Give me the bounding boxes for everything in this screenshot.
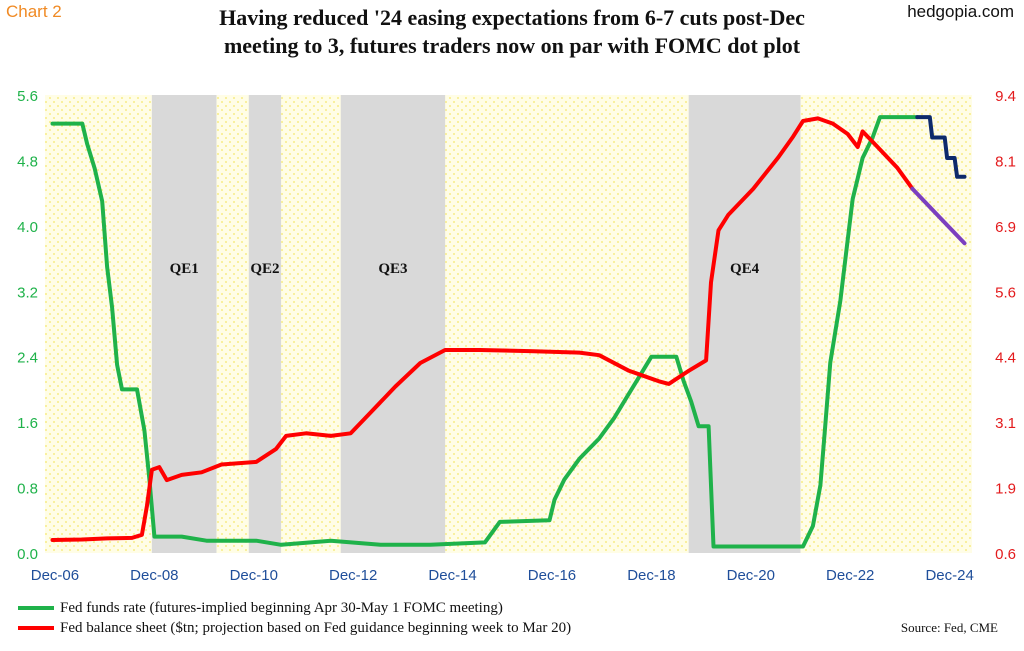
y-right-tick-label: 9.4 [995,88,1016,105]
shaded-period-label-qe4: QE4 [730,261,760,277]
x-tick-label: Dec-08 [130,567,178,584]
x-tick-label: Dec-20 [727,567,775,584]
shaded-period-qe2 [248,95,282,553]
x-tick-label: Dec-18 [627,567,675,584]
series-balance-projection-line [910,186,967,246]
y-left-tick-label: 0.0 [17,546,38,563]
qe-shaded-periods: QE1 QE2 QE3 QE4 [151,95,801,553]
x-tick-label: Dec-10 [230,567,278,584]
legend-label-balance-sheet: Fed balance sheet ($tn; projection based… [60,619,572,636]
shaded-period-qe1 [151,95,217,553]
x-tick-label: Dec-14 [428,567,476,584]
y-right-tick-label: 5.6 [995,284,1016,301]
site-label: hedgopia.com [907,2,1014,21]
source-note: Source: Fed, CME [900,620,998,635]
y-left-tick-label: 2.4 [17,350,38,367]
series-balance-sheet-line [50,116,915,542]
legend-item-balance-sheet: Fed balance sheet ($tn; projection based… [18,618,571,638]
series-futures-path-line [915,115,967,179]
legend-label-fed-funds: Fed funds rate (futures-implied beginnin… [60,599,503,616]
y-left-tick-label: 5.6 [17,88,38,105]
shaded-period-qe4 [688,95,801,553]
y-right-tick-label: 4.4 [995,350,1016,367]
legend-item-fed-funds: Fed funds rate (futures-implied beginnin… [18,598,571,618]
legend: Fed funds rate (futures-implied beginnin… [18,598,571,638]
shaded-period-qe3 [340,95,446,553]
chart-title: Having reduced '24 easing expectations f… [90,4,934,60]
y-left-tick-label: 0.8 [17,481,38,498]
y-right-tick-label: 6.9 [995,219,1016,236]
y-right-tick-label: 8.1 [995,153,1016,170]
title-line-1: Having reduced '24 easing expectations f… [219,5,805,30]
shaded-period-label-qe3: QE3 [378,261,407,277]
y-right-tick-label: 0.6 [995,546,1016,563]
legend-swatch-fed-funds [18,606,54,610]
y-left-tick-label: 4.8 [17,153,38,170]
x-tick-label: Dec-06 [31,567,79,584]
series-fed-funds-line [50,115,920,549]
x-tick-label: Dec-24 [925,567,973,584]
shaded-period-label-qe2: QE2 [250,261,279,277]
y-right-tick-label: 1.9 [995,481,1016,498]
y-left-tick-label: 1.6 [17,415,38,432]
chart-number-label: Chart 2 [6,2,62,21]
x-tick-label: Dec-12 [329,567,377,584]
title-line-2: meeting to 3, futures traders now on par… [223,33,801,58]
legend-swatch-balance-sheet [18,626,54,630]
series-lines [50,115,967,549]
y-left-tick-label: 4.0 [17,219,38,236]
axes: 0.0 0.8 1.6 2.4 3.2 4.0 4.8 5.6 0.6 1.9 3.1 4.4 5.6 6… [17,88,1016,584]
x-tick-label: Dec-16 [528,567,576,584]
y-right-tick-label: 3.1 [995,415,1016,432]
x-tick-label: Dec-22 [826,567,874,584]
y-left-tick-label: 3.2 [17,284,38,301]
shaded-period-label-qe1: QE1 [170,261,199,277]
